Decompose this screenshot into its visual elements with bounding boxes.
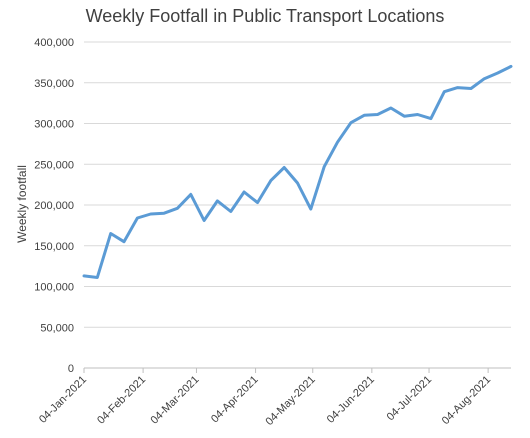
x-tick-label: 04-Aug-2021 xyxy=(440,374,493,427)
x-tick-label: 04-May-2021 xyxy=(264,374,318,428)
y-tick-label: 150,000 xyxy=(34,241,74,253)
y-tick-label: 200,000 xyxy=(34,200,74,212)
chart-title: Weekly Footfall in Public Transport Loca… xyxy=(86,6,445,26)
y-tick-label: 50,000 xyxy=(40,322,74,334)
gridlines xyxy=(84,41,511,328)
y-tick-label: 250,000 xyxy=(34,159,74,171)
y-tick-label: 400,000 xyxy=(34,37,74,49)
y-axis-ticks: 0 50,000 100,000 150,000 200,000 250,000 300,0… xyxy=(34,37,74,375)
y-axis-label: Weekly footfall xyxy=(15,165,29,243)
series-layer xyxy=(82,64,513,279)
x-tick-label: 04-Jul-2021 xyxy=(385,374,435,424)
x-axis-ticks: 04-Jan-2021 04-Feb-2021 04-Mar-2021 04-Apr-… xyxy=(37,368,493,428)
x-tick-label: 04-Apr-2021 xyxy=(209,374,261,426)
x-tick-label: 04-Feb-2021 xyxy=(95,374,148,427)
x-tick-label: 04-Jun-2021 xyxy=(325,374,377,426)
y-tick-label: 100,000 xyxy=(34,282,74,294)
y-tick-label: 350,000 xyxy=(34,78,74,90)
y-tick-label: 0 xyxy=(68,363,74,375)
x-tick-label: 04-Jan-2021 xyxy=(37,374,89,426)
x-tick-label: 04-Mar-2021 xyxy=(149,374,202,427)
series-line xyxy=(82,64,513,279)
y-tick-label: 300,000 xyxy=(34,119,74,131)
